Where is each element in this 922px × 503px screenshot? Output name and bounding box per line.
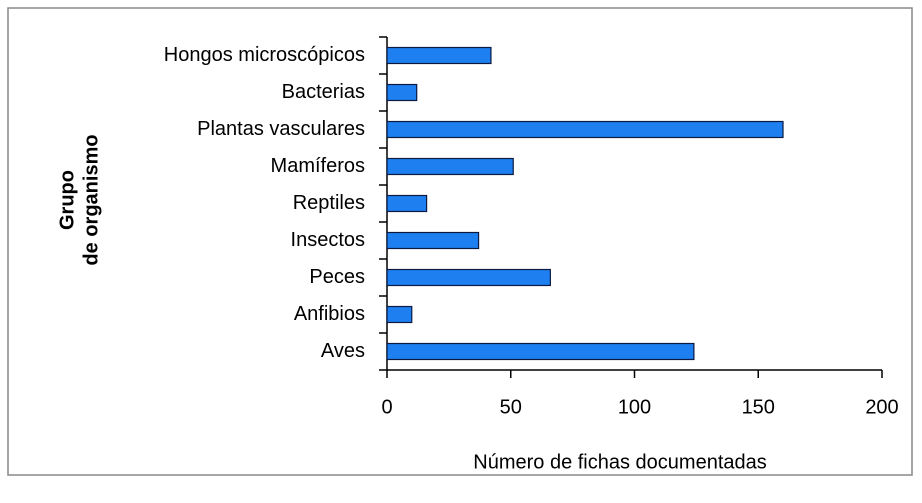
bar bbox=[386, 120, 784, 139]
x-tick-label: 100 bbox=[618, 396, 651, 418]
y-tick-label: Hongos microscópicos bbox=[164, 44, 365, 66]
x-tick-label: 50 bbox=[500, 396, 522, 418]
y-tick-label: Mamíferos bbox=[271, 155, 365, 177]
bar bbox=[386, 268, 551, 287]
y-axis-title: Grupo de organismo bbox=[56, 134, 102, 265]
y-tick-label: Plantas vasculares bbox=[197, 118, 365, 140]
x-axis-title: Número de fichas documentadas bbox=[473, 451, 767, 473]
y-tick-label: Reptiles bbox=[293, 192, 365, 214]
x-tick-label: 150 bbox=[742, 396, 775, 418]
bar bbox=[386, 157, 514, 176]
bar bbox=[386, 83, 418, 102]
y-axis-title-line: de organismo bbox=[80, 134, 102, 265]
y-tick-label: Aves bbox=[321, 340, 365, 362]
bar bbox=[386, 305, 413, 324]
y-tick-label: Insectos bbox=[291, 229, 365, 251]
x-tick-label: 200 bbox=[865, 396, 898, 418]
y-tick-label: Bacterias bbox=[282, 81, 365, 103]
y-tick-label: Peces bbox=[309, 266, 365, 288]
bar bbox=[386, 342, 695, 361]
bar bbox=[386, 194, 428, 213]
x-tick-label: 0 bbox=[381, 396, 392, 418]
bar bbox=[386, 46, 492, 65]
y-tick-label: Anfibios bbox=[294, 303, 365, 325]
y-axis-title-line: Grupo bbox=[56, 170, 78, 230]
bar bbox=[386, 231, 480, 250]
